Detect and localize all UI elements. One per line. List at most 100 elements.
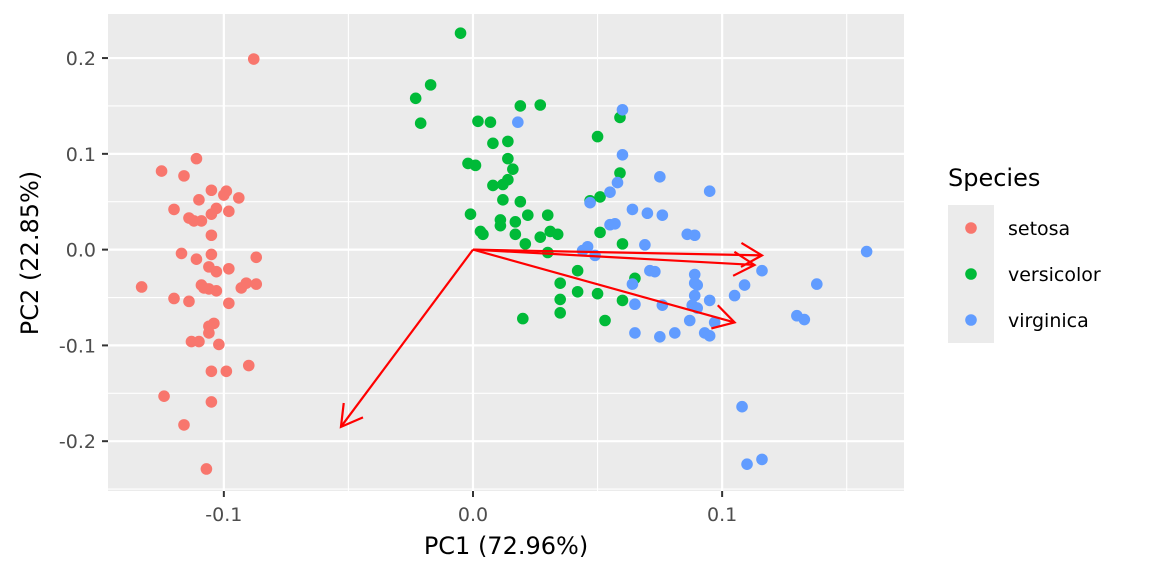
data-point-setosa (205, 184, 218, 197)
data-point-virginica (811, 278, 823, 290)
data-point-setosa (135, 281, 148, 293)
data-point-virginica (641, 207, 654, 220)
data-point-virginica (604, 186, 616, 198)
data-point-versicolor (599, 314, 611, 327)
data-point-setosa (210, 285, 223, 297)
data-point-setosa (178, 170, 190, 182)
data-point-versicolor (521, 209, 534, 221)
data-point-setosa (155, 165, 168, 177)
data-point-versicolor (509, 228, 522, 241)
data-point-setosa (205, 208, 218, 220)
data-point-virginica (736, 400, 748, 413)
data-point-versicolor (614, 167, 626, 179)
data-point-setosa (213, 338, 225, 351)
y-tick-label: -0.2 (59, 431, 96, 453)
data-point-virginica (639, 239, 651, 251)
data-point-virginica (584, 196, 596, 209)
data-point-virginica (756, 264, 768, 277)
data-point-virginica (708, 316, 721, 329)
data-point-versicolor (514, 195, 527, 208)
data-point-versicolor (454, 27, 467, 39)
data-point-setosa (220, 365, 233, 378)
data-point-versicolor (594, 191, 606, 203)
data-point-versicolor (551, 228, 564, 241)
data-point-setosa (193, 335, 205, 348)
legend-swatch-versicolor (965, 268, 977, 280)
loading-arrowhead (732, 250, 757, 277)
data-point-virginica (738, 279, 751, 291)
y-tick-label: 0.2 (66, 48, 96, 70)
data-point-versicolor (484, 116, 497, 129)
data-point-virginica (741, 458, 753, 470)
data-point-setosa (183, 295, 195, 308)
data-point-versicolor (534, 99, 547, 111)
data-point-versicolor (502, 173, 514, 186)
data-point-setosa (223, 297, 235, 310)
y-axis-title: PC2 (22.85%) (16, 171, 44, 335)
data-point-virginica (654, 171, 666, 183)
data-point-setosa (247, 53, 260, 65)
legend-label-setosa: setosa (1008, 218, 1070, 240)
data-point-versicolor (514, 100, 527, 112)
loading-arrows (339, 242, 765, 429)
loading-arrow (472, 248, 735, 324)
data-point-virginica (860, 245, 873, 258)
data-point-versicolor (414, 117, 427, 129)
data-point-setosa (205, 229, 218, 242)
data-point-versicolor (424, 79, 437, 91)
data-point-versicolor (591, 287, 604, 300)
data-point-setosa (168, 203, 180, 216)
data-point-virginica (703, 185, 716, 197)
data-point-virginica (626, 203, 639, 216)
legend-title: Species (948, 164, 1040, 192)
data-point-setosa (178, 419, 190, 431)
data-point-setosa (190, 253, 203, 266)
data-point-versicolor (519, 238, 532, 250)
data-points (135, 27, 873, 475)
data-point-versicolor (477, 228, 489, 241)
data-point-versicolor (502, 135, 514, 148)
data-point-virginica (683, 314, 696, 327)
data-point-virginica (616, 103, 629, 116)
data-point-virginica (798, 313, 811, 326)
data-point-versicolor (487, 137, 499, 150)
y-tick-label: 0.0 (66, 240, 96, 262)
data-point-virginica (649, 265, 661, 278)
data-point-virginica (688, 289, 701, 302)
data-point-virginica (512, 116, 524, 129)
data-point-versicolor (541, 246, 554, 259)
data-point-virginica (616, 149, 629, 161)
data-point-setosa (232, 192, 245, 204)
data-point-versicolor (509, 216, 522, 228)
data-point-versicolor (497, 194, 509, 206)
data-point-versicolor (487, 179, 499, 192)
data-point-setosa (250, 278, 263, 290)
data-point-setosa (168, 292, 180, 305)
loading-arrowhead (711, 304, 737, 330)
data-point-virginica (654, 330, 666, 343)
data-point-setosa (240, 277, 253, 289)
data-point-virginica (629, 298, 641, 311)
data-point-virginica (626, 278, 639, 290)
data-point-virginica (703, 330, 716, 342)
loading-arrowhead (740, 242, 765, 268)
data-point-versicolor (469, 159, 482, 172)
data-point-virginica (576, 244, 589, 257)
data-point-versicolor (554, 307, 566, 319)
data-point-versicolor (594, 226, 606, 239)
data-point-setosa (205, 365, 218, 378)
data-point-versicolor (571, 264, 584, 277)
data-point-setosa (198, 282, 210, 294)
data-point-versicolor (616, 294, 629, 307)
data-point-versicolor (409, 92, 422, 105)
data-point-setosa (175, 247, 188, 260)
data-point-versicolor (616, 238, 629, 250)
data-point-virginica (688, 268, 701, 281)
data-point-versicolor (472, 115, 484, 128)
data-point-setosa (250, 251, 263, 264)
data-point-setosa (193, 194, 205, 206)
data-point-versicolor (541, 209, 554, 221)
loading-arrow (472, 248, 763, 257)
data-point-virginica (728, 289, 741, 302)
